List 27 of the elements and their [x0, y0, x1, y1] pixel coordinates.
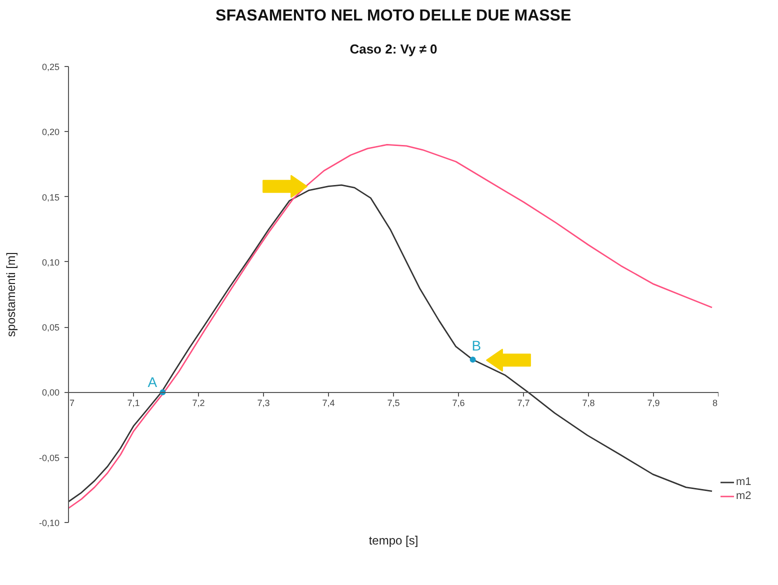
- x-axis-title: tempo [s]: [368, 534, 418, 548]
- x-tick-label: 7: [70, 398, 75, 408]
- y-tick-label: 0,15: [42, 192, 60, 202]
- x-tick-label: 7,2: [192, 398, 205, 408]
- y-tick-label: -0,10: [38, 518, 60, 528]
- x-tick-label: 7,8: [582, 398, 595, 408]
- y-tick-label: 0,25: [42, 62, 60, 72]
- annotation: B: [472, 338, 482, 354]
- x-tick-label: 7,5: [387, 398, 400, 408]
- x-tick-label: 8: [712, 398, 718, 408]
- y-tick-label: 0,00: [42, 388, 60, 398]
- legend-label: m2: [736, 490, 752, 502]
- annotation: A: [148, 374, 158, 390]
- x-tick-label: 7,7: [517, 398, 530, 408]
- x-tick-label: 7,9: [647, 398, 660, 408]
- y-tick-label: -0,05: [38, 452, 60, 463]
- y-tick-label: 0,10: [42, 257, 60, 268]
- x-tick-label: 7,4: [322, 398, 335, 408]
- y-tick-label: 0,20: [42, 127, 60, 138]
- y-tick-label: 0,05: [42, 322, 60, 333]
- x-tick-label: 7,6: [452, 398, 465, 408]
- x-tick-label: 7,3: [257, 398, 270, 408]
- chart-title: SFASAMENTO NEL MOTO DELLE DUE MASSE: [216, 8, 572, 24]
- legend-label: m1: [736, 476, 752, 488]
- y-axis-title: spostamenti [m]: [4, 252, 18, 337]
- x-tick-label: 7,1: [127, 398, 140, 408]
- chart-subtitle: Caso 2: Vy ≠ 0: [350, 42, 438, 56]
